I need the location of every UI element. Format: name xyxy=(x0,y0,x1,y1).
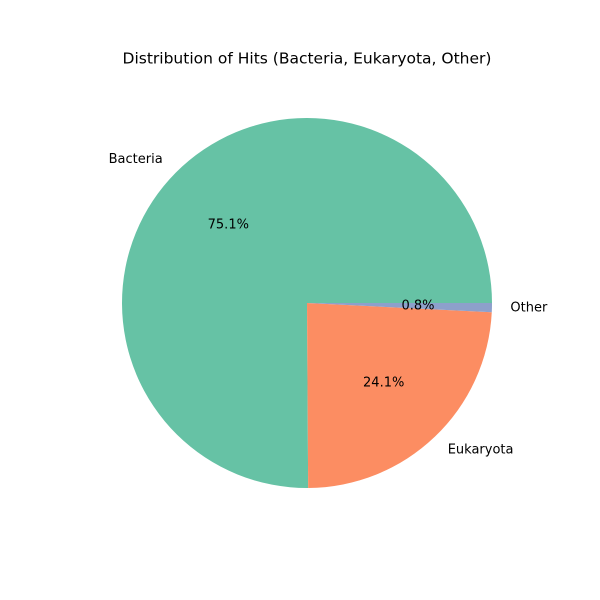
slice-percent-eukaryota: 24.1% xyxy=(363,376,404,391)
pie-slice-other xyxy=(307,303,493,313)
pie-slice-bacteria xyxy=(122,118,493,489)
slice-label-other: Other xyxy=(510,301,548,316)
pie-slice-eukaryota xyxy=(307,303,492,488)
slice-percent-other: 0.8% xyxy=(401,298,434,313)
slice-percent-bacteria: 75.1% xyxy=(208,217,249,232)
pie-labels: Bacteria 75.1% Eukaryota 24.1% Other 0.8% xyxy=(109,152,548,457)
chart-title: Distribution of Hits (Bacteria, Eukaryot… xyxy=(123,50,492,68)
slice-label-eukaryota: Eukaryota xyxy=(448,443,514,458)
slice-label-bacteria: Bacteria xyxy=(109,152,163,167)
pie-slices xyxy=(122,118,493,489)
